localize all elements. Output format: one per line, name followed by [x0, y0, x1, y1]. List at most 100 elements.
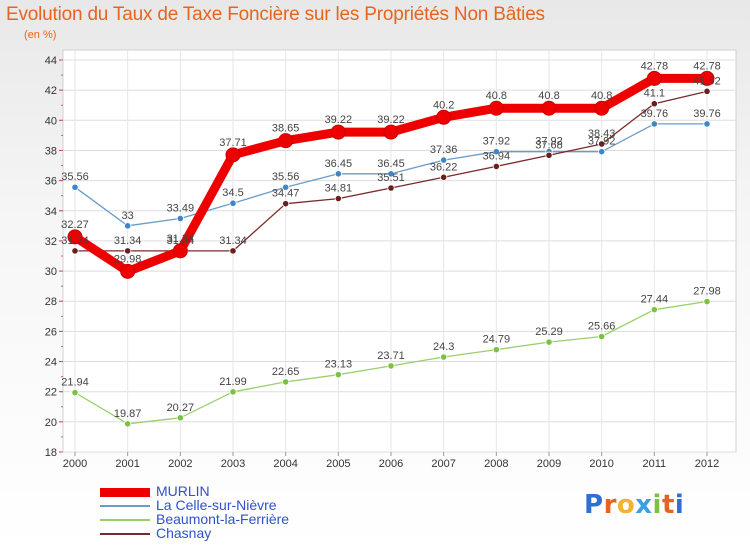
x-tick-label: 2010 [589, 458, 613, 470]
x-tick-label: 2001 [115, 458, 139, 470]
data-label: 39.76 [693, 108, 721, 120]
data-point [334, 194, 342, 203]
data-label: 37.92 [588, 136, 616, 148]
data-label: 32.27 [61, 219, 89, 231]
x-tick-label: 2005 [326, 458, 350, 470]
y-tick-label: 18 [45, 447, 57, 459]
data-label: 40.8 [538, 90, 559, 102]
data-point [598, 148, 606, 156]
x-tick-label: 2003 [221, 458, 245, 470]
data-point [387, 184, 395, 192]
data-point [545, 338, 553, 346]
y-tick-label: 26 [45, 326, 57, 338]
data-label: 23.13 [325, 359, 353, 371]
data-point [440, 353, 448, 361]
data-label: 24.3 [433, 341, 454, 353]
data-label: 41.1 [644, 88, 665, 100]
data-label: 23.71 [377, 350, 405, 362]
data-label: 39.22 [377, 114, 405, 126]
legend-swatch [100, 533, 150, 535]
data-label: 36.45 [325, 158, 353, 170]
data-point [282, 200, 290, 208]
y-tick-label: 20 [45, 417, 57, 429]
logo-letter: o [616, 490, 636, 520]
data-point [278, 133, 294, 149]
data-label: 25.66 [588, 321, 616, 333]
data-label: 21.99 [219, 376, 247, 388]
data-label: 20.27 [167, 402, 195, 414]
data-label: 27.44 [641, 294, 669, 306]
legend-label: Chasnay [156, 525, 212, 541]
data-label: 37.92 [535, 136, 563, 148]
data-point [703, 297, 711, 306]
logo-letter: t [661, 490, 675, 520]
data-label: 42.78 [641, 60, 669, 72]
data-point [71, 247, 79, 255]
data-label: 39.22 [325, 114, 353, 126]
data-label: 33 [122, 210, 134, 222]
y-tick-label: 40 [45, 115, 57, 127]
data-point [334, 371, 342, 379]
y-tick-label: 44 [45, 55, 57, 67]
data-label: 38.65 [272, 123, 300, 135]
data-label: 37.68 [535, 139, 563, 151]
data-point [176, 214, 184, 223]
data-label: 33.49 [167, 202, 195, 214]
data-label: 35.56 [272, 171, 300, 183]
data-point [436, 109, 452, 125]
data-point [492, 346, 500, 354]
y-tick-label: 28 [45, 296, 57, 308]
y-tick-label: 24 [45, 357, 57, 369]
x-tick-label: 2002 [168, 458, 192, 470]
data-point [71, 388, 79, 397]
proxiti-logo: Proxiti [584, 490, 684, 520]
data-point [176, 414, 184, 422]
logo-letter: i [674, 490, 685, 520]
data-point [541, 100, 557, 116]
data-label: 22.65 [272, 366, 300, 378]
x-tick-label: 2000 [63, 458, 87, 470]
data-label: 35.51 [377, 172, 405, 184]
data-label: 40.8 [591, 90, 612, 102]
data-label: 19.87 [114, 408, 142, 420]
data-point [646, 70, 662, 86]
data-point [282, 378, 290, 386]
data-point [703, 120, 711, 128]
x-tick-label: 2008 [484, 458, 508, 470]
data-label: 39.76 [641, 108, 669, 120]
data-point [387, 362, 395, 370]
data-point [124, 222, 132, 230]
data-point [229, 247, 237, 255]
data-point [440, 173, 448, 181]
x-tick-label: 2007 [431, 458, 455, 470]
data-point [120, 263, 136, 279]
data-label: 36.45 [377, 158, 405, 170]
data-point [492, 148, 500, 156]
y-tick-label: 34 [45, 206, 57, 218]
legend-swatch [100, 519, 150, 521]
data-label: 34.47 [272, 188, 300, 200]
data-label: 21.94 [61, 377, 89, 389]
data-label: 34.5 [222, 187, 243, 199]
data-point [67, 229, 83, 245]
data-point [124, 420, 132, 428]
data-label: 31.34 [167, 233, 195, 245]
data-label: 31.34 [219, 235, 247, 247]
data-point [229, 199, 237, 207]
x-tick-label: 2011 [643, 458, 667, 470]
data-label: 41.92 [693, 75, 721, 87]
data-label: 42.78 [693, 60, 721, 72]
logo-letter: i [652, 490, 662, 520]
line-chart: 18 20 22 24 26 28 30 32 34 36 38 40 42 44 2000 2001 2002… [45, 49, 737, 470]
data-point [598, 140, 606, 148]
data-point [71, 183, 79, 191]
data-point [650, 120, 658, 128]
y-tick-label: 38 [45, 145, 57, 157]
data-label: 36.94 [483, 150, 511, 162]
data-label: 25.29 [535, 326, 563, 338]
legend-label: La Celle-sur-Nièvre [156, 497, 277, 513]
data-label: 24.79 [483, 334, 511, 346]
data-point [383, 124, 399, 140]
y-tick-label: 30 [45, 266, 57, 278]
